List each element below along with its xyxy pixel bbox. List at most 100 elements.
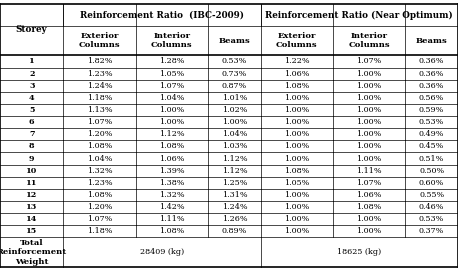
Text: Exterior
Columns: Exterior Columns: [276, 32, 318, 49]
Text: 28409 (kg): 28409 (kg): [140, 248, 184, 256]
Text: 0.73%: 0.73%: [222, 70, 247, 77]
Text: 0.36%: 0.36%: [419, 70, 444, 77]
Text: 1.00%: 1.00%: [284, 227, 310, 235]
Text: Beams: Beams: [218, 37, 250, 45]
Text: 1.23%: 1.23%: [87, 179, 112, 187]
Text: 1.00%: 1.00%: [284, 142, 310, 150]
Text: 1.00%: 1.00%: [159, 118, 185, 126]
Text: 0.50%: 0.50%: [419, 167, 444, 175]
Text: 0.46%: 0.46%: [419, 203, 444, 211]
Text: Beams: Beams: [416, 37, 447, 45]
Text: Reinforcement Ratio  (IBC-2009): Reinforcement Ratio (IBC-2009): [80, 11, 244, 20]
Text: 0.37%: 0.37%: [419, 227, 444, 235]
Text: 1.12%: 1.12%: [159, 130, 185, 138]
Text: 12: 12: [26, 191, 38, 199]
Text: 1.00%: 1.00%: [356, 118, 382, 126]
Text: 1.06%: 1.06%: [356, 191, 382, 199]
Text: 0.53%: 0.53%: [419, 215, 444, 223]
Text: 1.26%: 1.26%: [222, 215, 247, 223]
Text: 4: 4: [29, 94, 34, 102]
Text: Reinforcement Ratio (Near Optimum): Reinforcement Ratio (Near Optimum): [266, 11, 453, 20]
Text: 1.00%: 1.00%: [284, 118, 310, 126]
Text: 14: 14: [26, 215, 38, 223]
Text: 1.00%: 1.00%: [284, 94, 310, 102]
Text: 8: 8: [29, 142, 34, 150]
Text: 1: 1: [29, 58, 35, 65]
Text: 0.59%: 0.59%: [419, 106, 444, 114]
Text: 0.87%: 0.87%: [222, 82, 247, 90]
Text: 1.04%: 1.04%: [159, 94, 185, 102]
Text: 1.25%: 1.25%: [222, 179, 247, 187]
Text: 1.02%: 1.02%: [222, 106, 247, 114]
Text: 1.00%: 1.00%: [222, 118, 247, 126]
Text: 1.03%: 1.03%: [222, 142, 247, 150]
Text: 1.00%: 1.00%: [356, 215, 382, 223]
Text: Storey: Storey: [16, 25, 48, 34]
Text: 1.12%: 1.12%: [222, 167, 247, 175]
Text: 1.07%: 1.07%: [356, 58, 382, 65]
Text: 1.11%: 1.11%: [356, 167, 382, 175]
Text: 9: 9: [29, 154, 34, 163]
Text: 0.36%: 0.36%: [419, 58, 444, 65]
Text: 6: 6: [29, 118, 34, 126]
Text: 13: 13: [26, 203, 38, 211]
Text: 1.20%: 1.20%: [87, 203, 112, 211]
Text: 1.00%: 1.00%: [356, 94, 382, 102]
Text: 1.07%: 1.07%: [356, 179, 382, 187]
Text: 0.53%: 0.53%: [419, 118, 444, 126]
Text: 1.00%: 1.00%: [356, 70, 382, 77]
Text: 1.22%: 1.22%: [284, 58, 310, 65]
Text: 1.11%: 1.11%: [159, 215, 185, 223]
Text: 0.89%: 0.89%: [222, 227, 247, 235]
Text: 1.42%: 1.42%: [159, 203, 185, 211]
Text: 1.23%: 1.23%: [87, 70, 112, 77]
Text: 1.12%: 1.12%: [222, 154, 247, 163]
Text: Interior
Columns: Interior Columns: [349, 32, 390, 49]
Text: 1.24%: 1.24%: [222, 203, 247, 211]
Text: 1.08%: 1.08%: [159, 227, 185, 235]
Text: 1.00%: 1.00%: [356, 82, 382, 90]
Text: 1.00%: 1.00%: [356, 106, 382, 114]
Text: 1.01%: 1.01%: [222, 94, 247, 102]
Text: 1.00%: 1.00%: [159, 106, 185, 114]
Text: 1.05%: 1.05%: [159, 70, 185, 77]
Text: 1.07%: 1.07%: [87, 215, 112, 223]
Text: 1.00%: 1.00%: [284, 154, 310, 163]
Text: 1.08%: 1.08%: [87, 191, 112, 199]
Text: 0.56%: 0.56%: [419, 94, 444, 102]
Text: 1.24%: 1.24%: [87, 82, 112, 90]
Text: 1.28%: 1.28%: [159, 58, 185, 65]
Text: 0.36%: 0.36%: [419, 82, 444, 90]
Text: 1.32%: 1.32%: [87, 167, 112, 175]
Text: 1.04%: 1.04%: [87, 154, 112, 163]
Text: 1.08%: 1.08%: [87, 142, 112, 150]
Text: 10: 10: [26, 167, 38, 175]
Text: 11: 11: [26, 179, 38, 187]
Text: 1.38%: 1.38%: [159, 179, 185, 187]
Text: 1.82%: 1.82%: [87, 58, 112, 65]
Text: 1.00%: 1.00%: [356, 227, 382, 235]
Text: 7: 7: [29, 130, 34, 138]
Text: 1.32%: 1.32%: [159, 191, 185, 199]
Text: 1.31%: 1.31%: [222, 191, 247, 199]
Text: 1.08%: 1.08%: [356, 203, 382, 211]
Text: 1.04%: 1.04%: [222, 130, 247, 138]
Text: 1.00%: 1.00%: [284, 203, 310, 211]
Text: 0.51%: 0.51%: [419, 154, 444, 163]
Text: 1.07%: 1.07%: [87, 118, 112, 126]
Text: 1.05%: 1.05%: [284, 179, 310, 187]
Text: 3: 3: [29, 82, 34, 90]
Text: 0.53%: 0.53%: [222, 58, 247, 65]
Text: Total
Reinforcement
Weight: Total Reinforcement Weight: [0, 239, 67, 266]
Text: 1.00%: 1.00%: [284, 215, 310, 223]
Text: 1.13%: 1.13%: [87, 106, 112, 114]
Text: 1.00%: 1.00%: [284, 106, 310, 114]
Text: 5: 5: [29, 106, 34, 114]
Text: 1.00%: 1.00%: [284, 191, 310, 199]
Text: 0.49%: 0.49%: [419, 130, 444, 138]
Text: 1.18%: 1.18%: [87, 227, 112, 235]
Text: Exterior
Columns: Exterior Columns: [79, 32, 120, 49]
Text: 1.20%: 1.20%: [87, 130, 112, 138]
Text: 1.07%: 1.07%: [159, 82, 185, 90]
Text: 18625 (kg): 18625 (kg): [337, 248, 382, 256]
